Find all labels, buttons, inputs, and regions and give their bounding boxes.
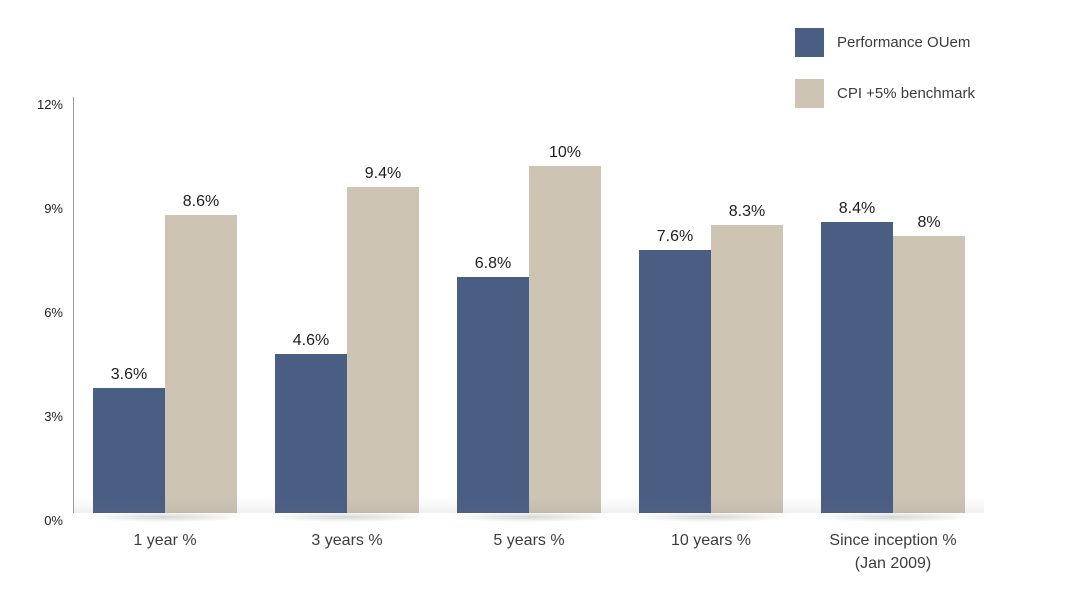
bar-cpi-5-benchmark xyxy=(165,214,237,513)
x-axis-category-label: 3 years % xyxy=(311,532,383,549)
bar-column-cpi-5-benchmark: 8.6% xyxy=(165,193,237,513)
bar-column-performance-ouem: 6.8% xyxy=(457,255,529,513)
bar-column-performance-ouem: 8.4% xyxy=(821,200,893,513)
legend-item-performance-ouem: Performance OUem xyxy=(795,28,975,57)
bar-value-label: 6.8% xyxy=(474,255,512,273)
bar-value-label: 8% xyxy=(917,213,941,231)
x-axis-category-label: 1 year % xyxy=(133,532,197,549)
bar-performance-ouem xyxy=(93,388,165,513)
bar-cpi-5-benchmark xyxy=(711,225,783,513)
bar-value-label: 9.4% xyxy=(364,165,402,183)
legend: Performance OUem CPI +5% benchmark xyxy=(795,28,975,130)
legend-swatch-performance-ouem xyxy=(795,28,824,57)
bar-column-performance-ouem: 3.6% xyxy=(93,366,165,513)
bar-column-performance-ouem: 4.6% xyxy=(275,332,347,513)
bar-performance-ouem xyxy=(457,277,529,513)
bar-cpi-5-benchmark xyxy=(347,187,419,513)
y-axis-tick-label: 12% xyxy=(36,97,63,112)
bar-value-label: 4.6% xyxy=(292,331,330,349)
y-axis-tick-label: 6% xyxy=(44,305,63,320)
x-axis-category-label: Since inception % (Jan 2009) xyxy=(829,532,957,572)
bar-column-cpi-5-benchmark: 9.4% xyxy=(347,165,419,513)
bar-group-4: 7.6% 8.3% 10 years % xyxy=(620,97,802,549)
bar-group-2: 4.6% 9.4% 3 years % xyxy=(256,97,438,549)
bar-column-cpi-5-benchmark: 10% xyxy=(529,144,601,513)
bar-value-label: 8.3% xyxy=(728,203,766,221)
y-axis-tick-label: 0% xyxy=(44,513,63,528)
y-axis-line xyxy=(73,97,74,513)
x-axis-category-label: 5 years % xyxy=(493,532,565,549)
bar-cpi-5-benchmark xyxy=(529,166,601,513)
bar-value-label: 8.4% xyxy=(838,199,876,217)
bar-group-1: 3.6% 8.6% 1 year % xyxy=(74,97,256,549)
y-axis-tick-label: 3% xyxy=(44,409,63,424)
x-axis-category-label: 10 years % xyxy=(670,532,752,549)
bar-column-cpi-5-benchmark: 8% xyxy=(893,214,965,513)
bar-performance-ouem xyxy=(639,249,711,513)
bar-value-label: 10% xyxy=(548,144,582,162)
bar-column-cpi-5-benchmark: 8.3% xyxy=(711,203,783,513)
legend-label-cpi-benchmark: CPI +5% benchmark xyxy=(837,85,975,102)
bar-value-label: 8.6% xyxy=(182,192,220,210)
bar-column-performance-ouem: 7.6% xyxy=(639,228,711,513)
y-axis-tick-label: 9% xyxy=(44,201,63,216)
bar-performance-ouem xyxy=(275,353,347,513)
legend-item-cpi-benchmark: CPI +5% benchmark xyxy=(795,79,975,108)
bar-value-label: 3.6% xyxy=(110,366,148,384)
bar-group-5: 8.4% 8% Since inception % (Jan 2009) xyxy=(802,97,984,572)
legend-swatch-cpi-benchmark xyxy=(795,79,824,108)
plot-area: 3.6% 8.6% 1 year % 4.6% 9.4% 3 years % 6.8% 10%… xyxy=(74,97,984,572)
bar-cpi-5-benchmark xyxy=(893,235,965,513)
legend-label-performance-ouem: Performance OUem xyxy=(837,34,971,51)
bar-group-3: 6.8% 10% 5 years % xyxy=(438,97,620,549)
bar-value-label: 7.6% xyxy=(656,227,694,245)
bar-performance-ouem xyxy=(821,221,893,513)
